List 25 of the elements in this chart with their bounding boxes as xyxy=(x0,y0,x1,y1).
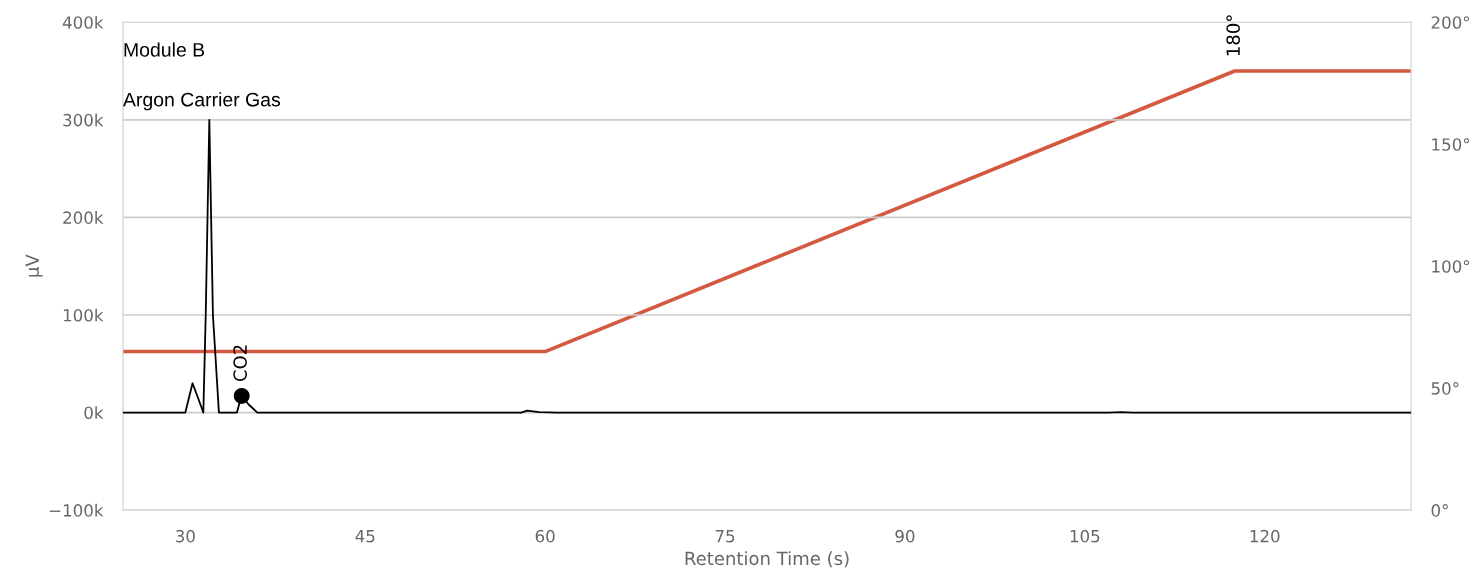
annotation: 180° xyxy=(1226,15,1240,56)
x-tick-label: 90 xyxy=(895,529,915,543)
x-axis-title: Retention Time (s) xyxy=(685,551,849,568)
x-tick-label: 60 xyxy=(535,529,555,543)
line-series xyxy=(122,118,1412,414)
x-tick-label: 30 xyxy=(176,529,195,543)
y-tick-label: 100k xyxy=(63,308,104,322)
y2-tick-label: 200° xyxy=(1431,16,1470,29)
y-tick-label: −100k xyxy=(49,503,104,517)
annotation: Argon Carrier Gas xyxy=(123,92,281,111)
x-tick-label: 120 xyxy=(1250,529,1280,543)
y-tick-label: 200k xyxy=(63,211,104,224)
x-tick-label: 105 xyxy=(1070,529,1100,543)
y-tick-label: 400k xyxy=(62,15,104,29)
y2-tick-label: 100° xyxy=(1432,260,1470,273)
y2-tick-label: 150° xyxy=(1432,138,1470,151)
x-tick-label: 45 xyxy=(355,530,375,543)
y2-tick-label: 50° xyxy=(1431,382,1459,395)
y-tick-label: 300k xyxy=(63,113,104,127)
annotation: CO2 xyxy=(233,345,247,382)
y-tick-label: 0k xyxy=(84,406,104,420)
y-axis-title: µV xyxy=(25,254,43,277)
annotation: Module B xyxy=(124,42,205,57)
y2-tick-label: 0° xyxy=(1431,504,1448,517)
x-tick-label: 75 xyxy=(715,530,735,543)
